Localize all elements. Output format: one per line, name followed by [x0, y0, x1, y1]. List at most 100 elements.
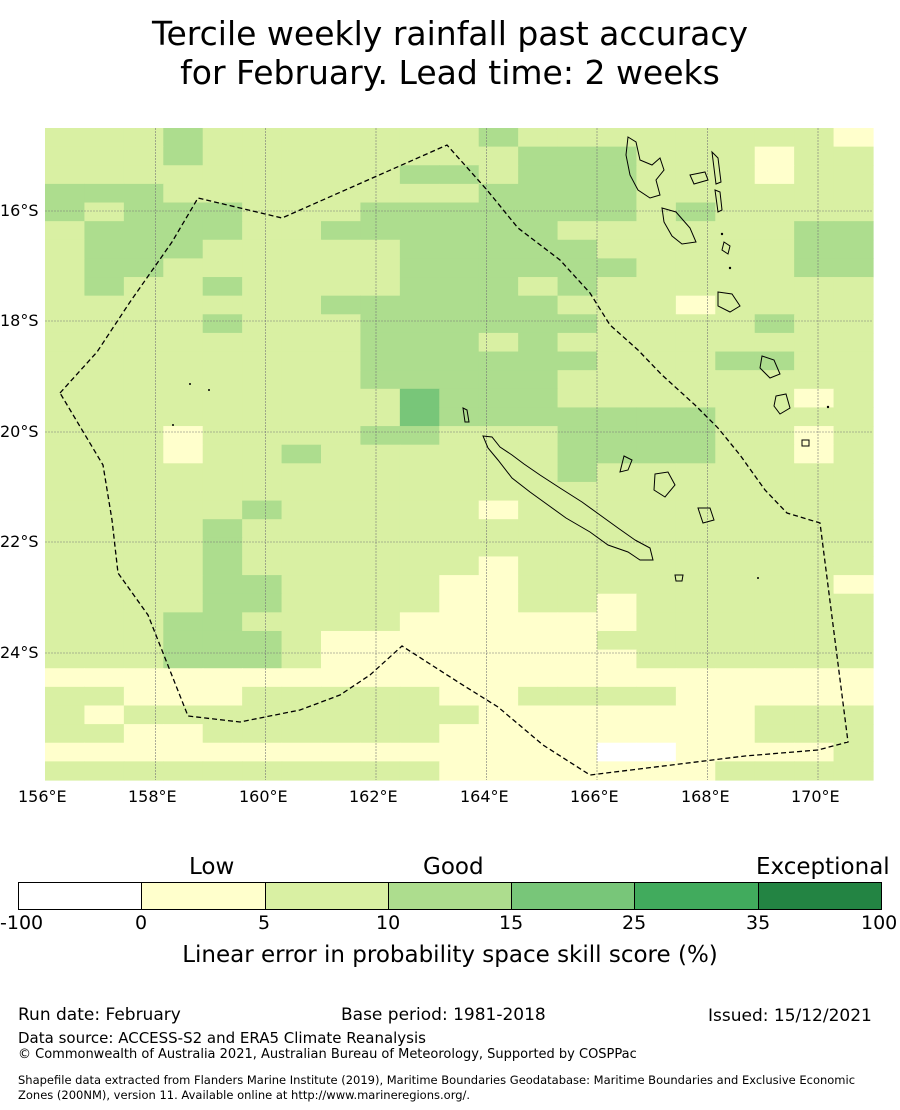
- skill-cell: [123, 519, 164, 539]
- skill-cell: [478, 556, 519, 576]
- skill-cell: [202, 388, 243, 409]
- skill-cell: [202, 556, 243, 576]
- skill-cell: [754, 593, 795, 613]
- skill-cell: [321, 128, 362, 148]
- skill-cell: [715, 463, 756, 483]
- skill-cell: [833, 407, 874, 427]
- skill-cell: [833, 630, 874, 651]
- map-canvas: [45, 128, 874, 781]
- skill-cell: [636, 370, 677, 390]
- skill-cell: [399, 221, 440, 241]
- skill-cell: [84, 556, 125, 576]
- skill-cell: [833, 239, 874, 259]
- skill-cell: [84, 351, 125, 371]
- skill-cell: [281, 314, 322, 334]
- skill-cell: [754, 146, 795, 166]
- skill-cell: [833, 388, 874, 409]
- skill-cell: [557, 500, 598, 520]
- skill-cell: [202, 332, 243, 353]
- skill-cell: [478, 332, 519, 353]
- vanuatu-efate: [717, 291, 741, 313]
- skill-cell: [123, 463, 164, 483]
- skill-cell: [754, 556, 795, 576]
- skill-cell: [557, 128, 598, 148]
- skill-cell: [478, 705, 519, 725]
- skill-cell: [715, 388, 756, 409]
- skill-cell: [360, 724, 401, 744]
- skill-cell: [123, 128, 164, 148]
- skill-cell: [321, 407, 362, 427]
- skill-cell: [202, 165, 243, 185]
- skill-cell: [794, 239, 835, 259]
- skill-cell: [833, 705, 874, 725]
- skill-cell: [754, 370, 795, 390]
- skill-cell: [84, 370, 125, 390]
- colorbar-tick: 100: [861, 912, 898, 934]
- skill-cell: [399, 630, 440, 651]
- skill-cell: [399, 183, 440, 204]
- skill-cell: [675, 221, 716, 241]
- skill-cell: [439, 649, 480, 669]
- skill-cell: [84, 593, 125, 613]
- skill-cell: [715, 537, 756, 558]
- skill-cell: [597, 556, 638, 576]
- skill-cell: [754, 221, 795, 241]
- skill-cell: [557, 239, 598, 259]
- skill-cell: [45, 724, 86, 744]
- skill-cell: [675, 630, 716, 651]
- skill-cell: [715, 128, 756, 148]
- skill-cell: [518, 426, 559, 446]
- skill-cell: [675, 277, 716, 297]
- skill-cell: [163, 593, 204, 613]
- skill-cell: [202, 630, 243, 651]
- skill-cell: [163, 295, 204, 315]
- skill-cell: [794, 202, 835, 222]
- skill-cell: [321, 332, 362, 353]
- loyalty-island-mare: [697, 507, 715, 524]
- skill-cell: [399, 332, 440, 353]
- skill-cell: [202, 537, 243, 558]
- skill-cell: [636, 761, 677, 781]
- skill-cell: [281, 481, 322, 502]
- skill-cell: [123, 202, 164, 222]
- skill-cell: [794, 630, 835, 651]
- lon-tick-label: 164°E: [460, 787, 509, 806]
- vanuatu-epi: [721, 241, 731, 255]
- skill-cell: [84, 444, 125, 464]
- skill-cell: [45, 351, 86, 371]
- skill-cell: [557, 649, 598, 669]
- skill-cell: [439, 332, 480, 353]
- vanuatu-malakula: [661, 207, 697, 245]
- skill-cell: [202, 426, 243, 446]
- colorbar-segment: [634, 883, 758, 909]
- skill-cell: [45, 258, 86, 278]
- skill-cell: [754, 202, 795, 222]
- skill-cell: [597, 500, 638, 520]
- skill-cell: [202, 202, 243, 222]
- skill-cell: [45, 314, 86, 334]
- map-panel: [0, 120, 900, 820]
- skill-cell: [557, 295, 598, 315]
- skill-cell: [399, 519, 440, 539]
- skill-cell: [478, 277, 519, 297]
- skill-cell: [597, 575, 638, 595]
- skill-cell: [123, 575, 164, 595]
- skill-cell: [478, 426, 519, 446]
- skill-cell: [675, 426, 716, 446]
- shapefile-credit-line-1: Shapefile data extracted from Flanders M…: [18, 1073, 856, 1087]
- skill-cell: [242, 686, 283, 707]
- skill-cell: [399, 258, 440, 278]
- skill-cell: [597, 146, 638, 166]
- colorbar-segment: [141, 883, 265, 909]
- skill-cell: [45, 612, 86, 632]
- skill-cell: [675, 128, 716, 148]
- skill-cell: [557, 575, 598, 595]
- skill-cell: [833, 463, 874, 483]
- skill-cell: [794, 519, 835, 539]
- skill-cell: [557, 370, 598, 390]
- skill-cell: [439, 556, 480, 576]
- skill-cell: [84, 202, 125, 222]
- skill-cell: [202, 444, 243, 464]
- skill-cell: [557, 668, 598, 688]
- skill-cell: [281, 295, 322, 315]
